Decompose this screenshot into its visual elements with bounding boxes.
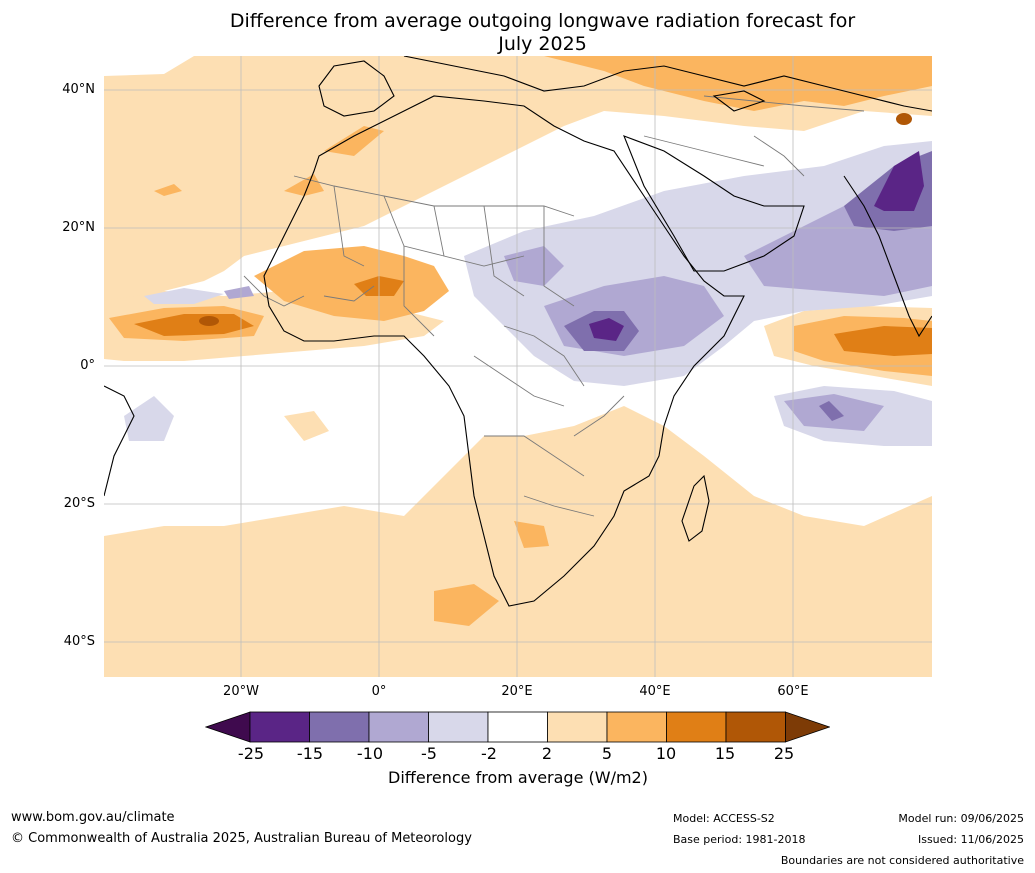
footer-disclaimer: Boundaries are not considered authoritat… bbox=[780, 854, 1024, 867]
map-title-line2: July 2025 bbox=[498, 33, 587, 55]
lat-label-0: 0° bbox=[80, 358, 95, 373]
colorbar-segment bbox=[368, 711, 429, 743]
colorbar-segment bbox=[428, 711, 489, 743]
map-gridlines bbox=[104, 56, 932, 677]
map-title: Difference from average outgoing longwav… bbox=[180, 10, 905, 56]
olr-anomaly-map bbox=[104, 56, 932, 677]
colorbar-segment bbox=[249, 711, 310, 743]
footer-website: www.bom.gov.au/climate bbox=[11, 810, 175, 825]
lon-label-0: 0° bbox=[371, 684, 387, 699]
colorbar-tick: 15 bbox=[714, 744, 736, 763]
lat-label-20n: 20°N bbox=[62, 220, 95, 235]
colorbar-segment bbox=[666, 711, 727, 743]
footer-model: Model: ACCESS-S2 bbox=[673, 812, 775, 825]
lat-label-40s: 40°S bbox=[63, 634, 95, 649]
country-borders bbox=[243, 95, 865, 517]
colorbar-label: Difference from average (W/m2) bbox=[388, 768, 648, 787]
colorbar-extend-high bbox=[785, 711, 830, 743]
colorbar-tick: -2 bbox=[481, 744, 497, 763]
colorbar-tick: 10 bbox=[655, 744, 677, 763]
footer-model-run: Model run: 09/06/2025 bbox=[898, 812, 1024, 825]
colorbar-tick: 25 bbox=[773, 744, 795, 763]
lon-label-20e: 20°E bbox=[501, 684, 533, 699]
lat-label-40n: 40°N bbox=[62, 82, 95, 97]
lon-label-60e: 60°E bbox=[777, 684, 809, 699]
colorbar-extend-low bbox=[205, 711, 251, 743]
map-title-line1: Difference from average outgoing longwav… bbox=[229, 10, 856, 32]
colorbar-segment bbox=[309, 711, 370, 743]
footer-issued: Issued: 11/06/2025 bbox=[917, 833, 1024, 846]
colorbar bbox=[205, 711, 830, 743]
colorbar-tick: -15 bbox=[296, 744, 324, 763]
lon-label-20w: 20°W bbox=[223, 684, 259, 699]
anomaly-5-10-regions bbox=[109, 56, 932, 626]
footer-copyright: © Commonwealth of Australia 2025, Austra… bbox=[11, 831, 472, 846]
lat-label-20s: 20°S bbox=[63, 496, 95, 511]
colorbar-tick: 5 bbox=[601, 744, 613, 763]
colorbar-segment bbox=[547, 711, 608, 743]
footer-base-period: Base period: 1981-2018 bbox=[673, 833, 806, 846]
anomaly-10-15-regions bbox=[134, 276, 932, 356]
coastlines bbox=[104, 56, 932, 607]
anomaly-neg15-neg25-regions bbox=[589, 151, 924, 341]
colorbar-tick: -5 bbox=[421, 744, 437, 763]
lon-label-40e: 40°E bbox=[639, 684, 671, 699]
map-panel bbox=[104, 56, 932, 677]
colorbar-segment bbox=[606, 711, 667, 743]
colorbar-tick: 2 bbox=[541, 744, 553, 763]
anomaly-15-25-regions bbox=[199, 113, 912, 326]
colorbar-segment bbox=[487, 711, 548, 743]
colorbar-segment bbox=[725, 711, 786, 743]
colorbar-tick: -10 bbox=[356, 744, 384, 763]
colorbar-tick: -25 bbox=[237, 744, 265, 763]
